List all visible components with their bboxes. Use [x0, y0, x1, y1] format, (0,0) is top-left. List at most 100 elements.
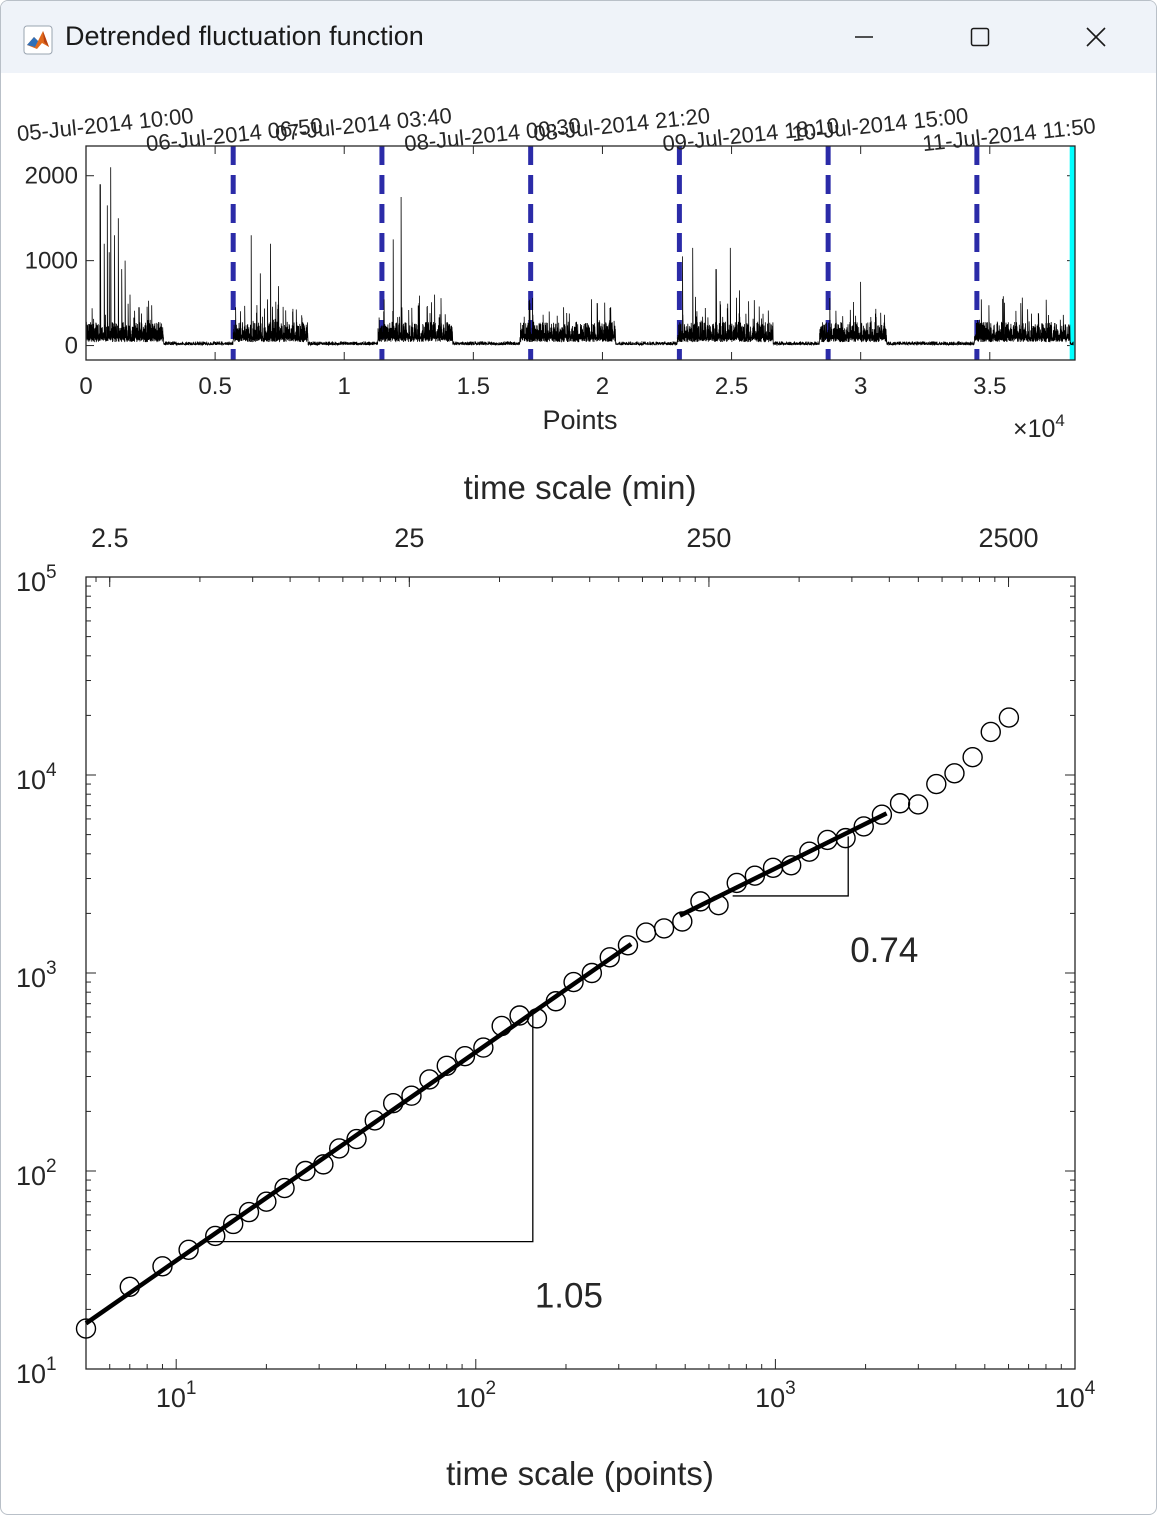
dfa-axes-box	[85, 576, 1076, 1370]
signal-x-tick-label: 3.5	[973, 373, 1006, 400]
data-point	[256, 1191, 277, 1212]
window-title: Detrended fluctuation function	[65, 21, 424, 51]
data-point	[980, 721, 1001, 743]
dfa-y-tick-label: 10	[16, 567, 46, 597]
data-point	[926, 773, 947, 795]
signal-y-tick-label: 0	[65, 333, 78, 360]
signal-y-tick-labels: 0 1000 2000	[25, 163, 78, 360]
signal-x-tick-labels: 0 0.5 1 1.5 2 2.5 3 3.5	[79, 373, 1006, 400]
minutes-tick-labels: 2.5 25 250 2500	[91, 523, 1039, 553]
data-point	[382, 1093, 404, 1114]
dfa-y-tick-label: 10	[16, 1359, 46, 1389]
slope-label: 1.05	[535, 1277, 603, 1316]
minimize-button[interactable]	[806, 1, 922, 73]
data-point	[313, 1154, 334, 1175]
maximize-icon	[970, 27, 990, 47]
dfa-y-tick-power: 1	[46, 1354, 57, 1375]
data-point	[119, 1276, 140, 1298]
data-point	[599, 947, 620, 968]
dfa-y-tick-power: 5	[46, 562, 57, 583]
dfa-x-tick-label: 101	[156, 1378, 197, 1413]
close-icon	[1086, 27, 1106, 47]
dfa-x-tick-labels: 101 102 103 104	[156, 1378, 1096, 1413]
minutes-tick-label: 250	[686, 523, 731, 553]
data-point	[635, 922, 657, 943]
figure-canvas: 0 0.5 1 1.5 2 2.5 3 3.5 0 1000 2000 05-Jul-2014 1…	[16, 103, 1097, 1492]
data-point	[436, 1055, 457, 1076]
data-point	[205, 1225, 226, 1247]
data-point	[708, 895, 729, 916]
data-point	[295, 1160, 316, 1182]
signal-x-tick-label: 2	[596, 373, 609, 400]
data-point	[653, 918, 675, 939]
day-boundaries	[230, 146, 1075, 360]
dfa-x-tick-label: 104	[1055, 1378, 1096, 1413]
slope-triangle	[732, 836, 849, 897]
data-point	[907, 794, 929, 815]
dfa-y-tick-power: 2	[46, 1156, 57, 1177]
signal-axes-box	[85, 145, 1076, 361]
dfa-y-tick-label: 10	[16, 1161, 46, 1191]
data-point	[509, 1005, 530, 1026]
data-point	[454, 1046, 476, 1067]
data-point	[799, 841, 820, 862]
data-point	[998, 707, 1020, 728]
data-point	[364, 1110, 385, 1131]
data-point	[328, 1138, 350, 1159]
dfa-ticks	[85, 576, 1076, 1370]
title-bar[interactable]: Detrended fluctuation function	[1, 1, 1156, 73]
data-point	[178, 1239, 199, 1260]
signal-x-tick-label: 0	[79, 373, 92, 400]
signal-y-tick-label: 1000	[25, 248, 78, 275]
slope-triangle	[199, 1010, 534, 1243]
dfa-chart: time scale (min) 1.050.74 101 102 103 104 1…	[16, 469, 1096, 1492]
data-point	[274, 1177, 295, 1199]
minutes-tick-label: 2500	[978, 523, 1038, 553]
signal-y-tick-label: 2000	[25, 163, 78, 190]
minimize-icon	[855, 36, 873, 38]
dfa-x-tick-label: 103	[755, 1378, 796, 1413]
dfa-y-tick-label: 10	[16, 963, 46, 993]
signal-x-tick-label: 1.5	[457, 373, 490, 400]
slope-label: 0.74	[850, 931, 918, 970]
data-point	[526, 1008, 548, 1029]
signal-x-tick-label: 3	[854, 373, 867, 400]
data-point	[401, 1085, 422, 1106]
signal-x-tick-label: 0.5	[198, 373, 231, 400]
signal-x-exponent: ×104	[1013, 411, 1065, 443]
data-point	[944, 763, 965, 784]
data-point	[75, 1318, 97, 1339]
maximize-button[interactable]	[922, 1, 1038, 73]
data-point	[672, 911, 693, 932]
data-point	[817, 829, 838, 851]
data-point	[152, 1256, 173, 1277]
data-point	[563, 971, 584, 993]
signal-x-tick-label: 2.5	[715, 373, 748, 400]
minutes-tick-label: 2.5	[91, 523, 129, 553]
slope-annotations: 1.05 0.74	[199, 836, 918, 1316]
data-point	[491, 1015, 512, 1037]
signal-x-axis-label: Points	[542, 405, 617, 435]
signal-line	[86, 167, 1074, 347]
data-point	[726, 872, 747, 894]
data-point	[889, 793, 911, 814]
data-point	[473, 1037, 494, 1058]
top-axis-label: time scale (min)	[464, 469, 697, 506]
fluctuation-points	[75, 707, 1020, 1339]
signal-chart: 0 0.5 1 1.5 2 2.5 3 3.5 0 1000 2000 05-Jul-2014 1…	[16, 103, 1097, 443]
matlab-icon	[23, 25, 53, 55]
data-point	[744, 865, 766, 886]
fit-line	[84, 942, 633, 1326]
data-point	[346, 1128, 367, 1150]
data-point	[545, 991, 567, 1012]
data-point	[238, 1201, 260, 1223]
dfa-x-tick-label: 102	[455, 1378, 496, 1413]
minutes-tick-label: 25	[394, 523, 424, 553]
dfa-y-tick-power: 3	[46, 958, 57, 979]
data-point	[617, 935, 639, 956]
close-button[interactable]	[1038, 1, 1154, 73]
dfa-y-tick-power: 4	[46, 760, 57, 781]
